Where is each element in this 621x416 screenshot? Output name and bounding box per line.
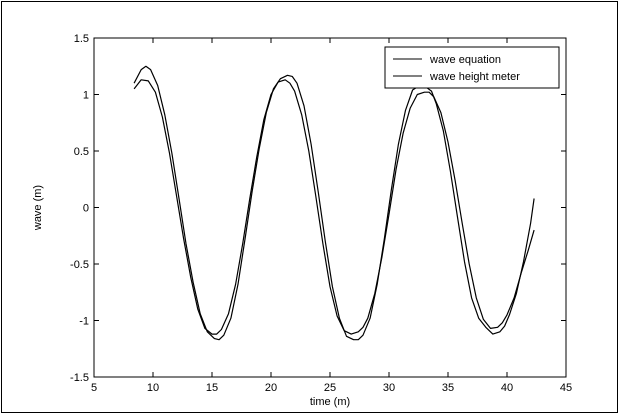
y-tick-label: 0 (83, 203, 89, 215)
y-tick-label: 0.5 (74, 146, 89, 158)
legend-label-wave-height-meter: wave height meter (429, 71, 520, 83)
x-tick-label: 5 (91, 382, 97, 394)
y-tick-label: 1 (83, 90, 89, 102)
x-axis-title: time (m) (310, 396, 350, 408)
x-tick-label: 15 (206, 382, 218, 394)
x-tick-label: 20 (265, 382, 277, 394)
x-tick-label: 35 (442, 382, 454, 394)
tick-marks (93, 37, 567, 378)
plot-area (93, 37, 567, 378)
x-tick-label: 25 (324, 382, 336, 394)
series-layer (133, 65, 535, 341)
x-tick-labels: 5 10 15 20 25 30 35 40 45 (91, 382, 572, 394)
legend: wave equation wave height meter (384, 46, 560, 89)
legend-label-wave-equation: wave equation (429, 54, 501, 66)
y-axis-title: wave (m) (32, 185, 44, 231)
y-tick-label: 1.5 (74, 33, 89, 45)
x-tick-label: 10 (147, 382, 159, 394)
y-tick-label: -1.5 (70, 372, 89, 384)
x-tick-label: 45 (560, 382, 572, 394)
line-chart: 5 10 15 20 25 30 35 40 45 -1.5 -1 -0.5 0 0.5 1 1.5 tim… (32, 33, 572, 408)
y-tick-labels: -1.5 -1 -0.5 0 0.5 1 1.5 (70, 33, 89, 384)
x-tick-label: 30 (383, 382, 395, 394)
legend-box (384, 46, 560, 89)
series-line-wave-equation (133, 79, 535, 335)
y-tick-label: -1 (79, 316, 89, 328)
x-tick-label: 40 (501, 382, 513, 394)
y-tick-label: -0.5 (70, 259, 89, 271)
series-line-wave-height-meter (133, 65, 535, 341)
